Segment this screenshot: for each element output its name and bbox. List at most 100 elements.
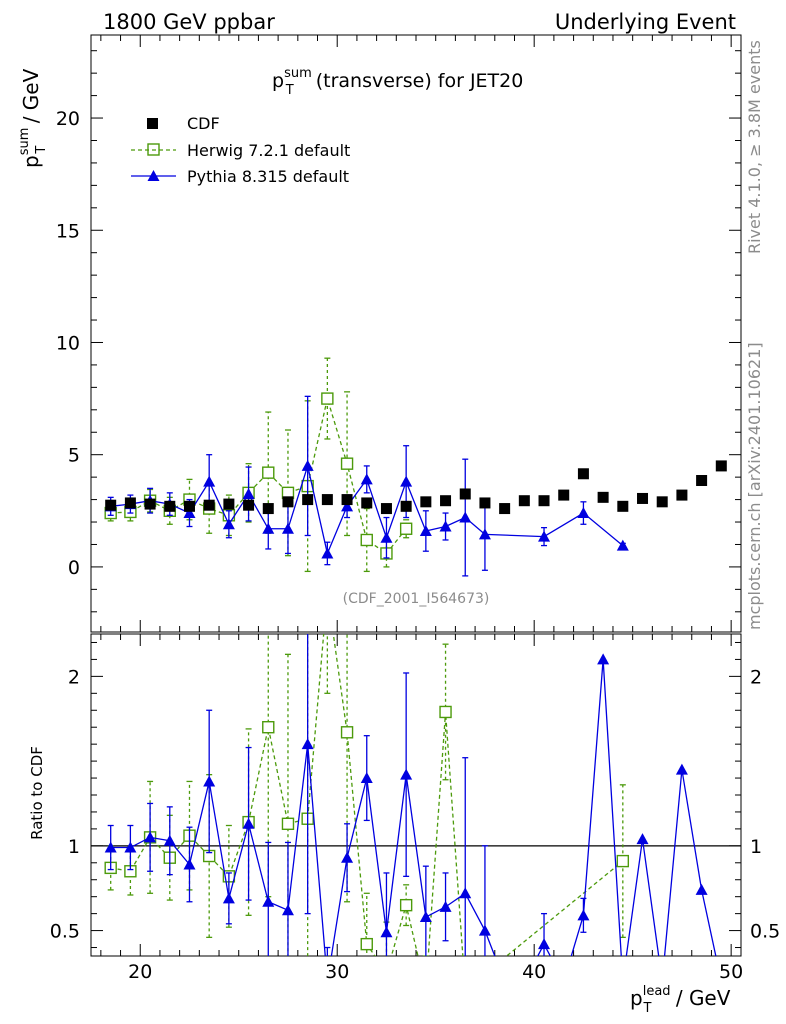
y-tick-label-ratio: 2	[68, 666, 80, 688]
cdf-point	[617, 500, 629, 512]
pythia-ratio-point	[242, 817, 255, 829]
herwig-ratio-point	[281, 817, 295, 831]
pythia-point	[439, 520, 452, 532]
cdf-point	[243, 499, 255, 511]
main-panel-data	[104, 357, 727, 577]
x-tick-label: 50	[719, 961, 743, 983]
pythia-ratio-point	[577, 909, 590, 921]
header-left: 1800 GeV ppbar	[103, 10, 275, 34]
cdf-point	[282, 496, 294, 508]
cdf-point	[400, 500, 412, 512]
pythia-ratio-line	[110, 659, 717, 956]
herwig-ratio-point	[399, 898, 413, 912]
x-axis-label: plead T / GeV	[630, 984, 731, 1016]
pythia-ratio-point	[459, 887, 472, 899]
cdf-point	[124, 497, 136, 509]
x-tick-label: 20	[128, 961, 152, 983]
pythia-point	[538, 530, 551, 542]
pythia-point	[459, 511, 472, 523]
pythia-ratio-point	[183, 858, 196, 870]
legend: CDF Herwig 7.2.1 default Pythia 8.315 de…	[131, 114, 350, 186]
pythia-ratio-point	[262, 895, 275, 907]
ratio-panel-frame	[90, 633, 742, 957]
herwig-ratio-point	[439, 705, 452, 719]
pythia-ratio-point	[203, 775, 216, 787]
pythia-point	[400, 475, 413, 487]
y-tick-label-main: 0	[68, 557, 80, 579]
cdf-point	[656, 496, 668, 508]
plot-title: psum T (transverse) for JET20	[272, 66, 523, 98]
cdf-point	[203, 499, 215, 511]
pythia-ratio-point	[400, 768, 413, 780]
pythia-ratio-point	[499, 975, 511, 986]
y-axis-label-main: psum T / GeV	[17, 68, 49, 168]
cdf-point	[459, 488, 471, 500]
cdf-point	[223, 498, 235, 510]
cdf-point	[696, 475, 708, 487]
pythia-ratio-point	[380, 926, 393, 938]
herwig-ratio-point	[616, 854, 630, 868]
cdf-point	[479, 497, 491, 509]
legend-marker-cdf	[147, 118, 158, 129]
y-tick-label-ratio-right: 1	[750, 836, 762, 858]
legend-marker-herwig	[147, 143, 160, 156]
ratio-panel-data	[104, 586, 717, 995]
pythia-point	[242, 487, 255, 499]
pythia-ratio-point	[360, 772, 373, 784]
pythia-ratio-point	[478, 924, 491, 936]
cdf-point	[183, 500, 195, 512]
legend-label-cdf: CDF	[187, 114, 220, 133]
cdf-point	[440, 495, 452, 507]
cdf-point	[676, 489, 688, 501]
pythia-ratio-point	[163, 834, 176, 846]
y-tick-label-main: 15	[56, 220, 80, 242]
herwig-ratio-point	[420, 984, 431, 995]
legend-marker-pythia	[147, 170, 160, 181]
pythia-ratio-point	[695, 883, 708, 895]
mcplots-label: mcplots.cern.ch [arXiv:2401.10621]	[745, 342, 764, 630]
pythia-point	[301, 459, 314, 471]
herwig-ratio-point	[322, 586, 333, 597]
pythia-point	[360, 473, 373, 485]
pythia-ratio-point	[439, 900, 452, 912]
legend-label-herwig: Herwig 7.2.1 default	[187, 141, 350, 160]
rivet-label: Rivet 4.1.0, ≥ 3.8M events	[745, 40, 764, 254]
pythia-point	[183, 507, 196, 519]
y-tick-label-ratio: 0.5	[50, 921, 80, 943]
pythia-point	[203, 475, 216, 487]
herwig-point	[262, 466, 275, 479]
pythia-ratio-point	[124, 841, 137, 853]
pythia-ratio-point	[617, 975, 629, 986]
analysis-watermark: (CDF_2001_I564673)	[343, 591, 490, 607]
cdf-point	[105, 499, 117, 511]
pythia-point	[419, 525, 432, 537]
y-tick-label-ratio: 1	[68, 836, 80, 858]
cdf-point	[144, 498, 156, 510]
herwig-ratio-point	[262, 721, 275, 734]
pythia-point	[380, 531, 393, 543]
header-right: Underlying Event	[555, 10, 736, 34]
pythia-ratio-point	[144, 831, 157, 843]
herwig-line	[110, 396, 407, 555]
pythia-point	[478, 528, 491, 540]
pythia-ratio-point	[636, 833, 649, 845]
cdf-point	[380, 503, 392, 515]
data-layer	[104, 357, 727, 995]
x-tick-label: 30	[325, 961, 349, 983]
cdf-point	[538, 495, 550, 507]
pythia-ratio-point	[222, 892, 235, 904]
pythia-ratio-point	[341, 851, 354, 863]
cdf-point	[597, 491, 609, 503]
cdf-point	[262, 503, 274, 515]
cdf-point	[499, 503, 511, 515]
cdf-point	[420, 496, 432, 508]
pythia-ratio-point	[419, 911, 432, 923]
herwig-ratio-point	[340, 726, 354, 739]
pythia-ratio-point	[597, 653, 610, 665]
legend-label-pythia: Pythia 8.315 default	[187, 167, 349, 186]
pythia-ratio-point	[558, 975, 570, 986]
pythia-ratio-point	[104, 841, 117, 853]
pythia-point	[341, 500, 354, 512]
